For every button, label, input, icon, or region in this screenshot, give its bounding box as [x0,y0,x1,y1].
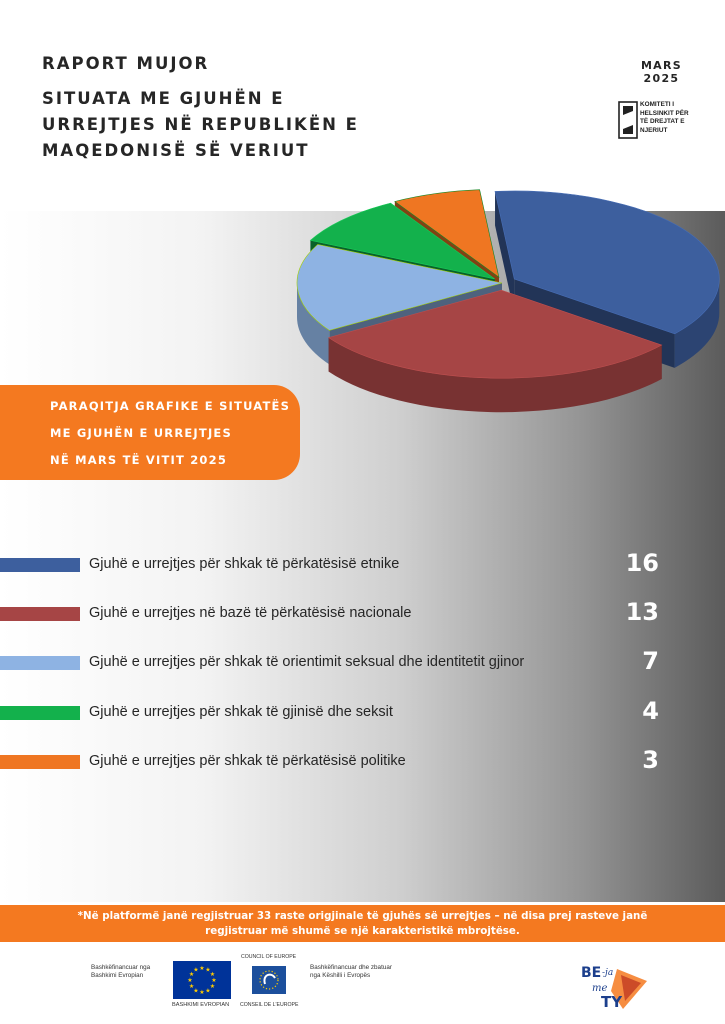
legend-value: 4 [642,697,659,725]
footnote-line: *Në platformë janë regjistruar 33 raste … [77,910,648,922]
report-title: RAPORT MUJOR [42,54,210,73]
legend-swatch [0,755,80,769]
coe-bottom-caption: CONSEIL DE L'EUROPE [240,1002,299,1008]
ty-text: TY [601,993,623,1011]
pie-slice-top [494,190,720,335]
helsinki-committee-logo [618,101,638,139]
report-month: MARS [640,59,682,72]
pie-slice-top [296,244,503,331]
legend-swatch [0,607,80,621]
pie-slice [327,289,663,413]
eu-stars: ★ ★★ ★★★ ★★★ ★★★ [187,965,216,996]
legend-item: Gjuhë e urrejtjes në bazë të përkatësisë… [0,598,725,629]
org-name-line: KOMITETI I [640,101,675,108]
svg-text:★: ★ [211,977,216,984]
eu-funding-line: Bashkëfinancuar nga [91,964,151,971]
legend-label: Gjuhë e urrejtjes për shkak të gjinisë d… [89,704,393,720]
pie-slice-wall [674,279,720,368]
legend-swatch [0,656,80,670]
banner-line: NË MARS TË VITIT 2025 [50,453,228,467]
org-name-line: HELSINKIT PËR [640,109,689,117]
svg-text:★: ★ [205,987,210,994]
be-ja-me-ty-logo: BE -ja me TY [581,965,647,1011]
pie-slice-side [495,191,515,314]
legend-label: Gjuhë e urrejtjes në bazë të përkatësisë… [89,605,412,621]
report-subtitle: SITUATA ME GJUHËN E URREJTJES NË REPUBLI… [42,89,359,160]
pie-slice-wall [328,337,662,413]
svg-text:★: ★ [193,967,198,974]
council-of-europe-logo [252,966,286,994]
legend-value: 16 [625,549,659,577]
org-name-line: TË DREJTAT E [640,118,685,126]
report-date: MARS 2025 [640,59,682,85]
svg-text:★: ★ [210,971,215,978]
footnote-line: regjistruar më shumë se një karakteristi… [205,925,520,937]
pie-slice-wall [297,283,330,365]
legend-value: 13 [625,598,659,626]
legend-label: Gjuhë e urrejtjes për shkak të përkatësi… [89,556,400,572]
ja-text: -ja [602,968,613,978]
legend-swatch [0,706,80,720]
legend-item: Gjuhë e urrejtjes për shkak të orientimi… [0,647,725,678]
legend-item: Gjuhë e urrejtjes për shkak të përkatësi… [0,549,725,580]
legend-value: 3 [642,746,659,774]
eu-funding-line: Bashkimi Evropian [91,971,144,979]
svg-text:★: ★ [193,987,198,994]
eu-flag-icon: ★ ★ ★ ★ ★ ★ ★ ★ ★ ★ ★ ★ [173,961,231,999]
be-text: BE [581,965,601,981]
me-text: me [592,983,607,994]
chart-caption-banner: PARAQITJA GRAFIKE E SITUATËS ME GJUHËN E… [0,385,300,480]
svg-text:★: ★ [210,983,215,990]
legend-item: Gjuhë e urrejtjes për shkak të gjinisë d… [0,697,725,728]
legend-swatch [0,558,80,572]
pie-slice-top [309,202,495,280]
svg-text:★: ★ [199,989,204,996]
eu-caption: BASHKIMI EVROPIAN [172,1002,230,1008]
banner-line: ME GJUHËN E URREJTJES [50,426,232,440]
eu-funding-text: Bashkëfinancuar nga Bashkimi Evropian [91,964,150,979]
org-name: KOMITETI I HELSINKIT PËR TË DREJTAT E NJ… [640,101,690,135]
pie-slice-top [327,289,663,379]
footnote: *Në platformë janë regjistruar 33 raste … [0,905,725,942]
coe-funding-text: Bashkëfinancuar dhe zbatuar nga Këshilli… [310,964,392,979]
legend-label: Gjuhë e urrejtjes për shkak të përkatësi… [89,753,406,769]
svg-text:★: ★ [187,977,192,984]
banner-line: PARAQITJA GRAFIKE E SITUATËS [50,399,291,413]
org-name-line: NJERIUT [640,126,668,134]
pie-slice-top [394,189,500,279]
coe-top-caption: COUNCIL OF EUROPE [241,954,297,960]
svg-text:★: ★ [189,983,194,990]
coe-funding-line: nga Këshilli i Evropës [310,971,371,979]
legend-label: Gjuhë e urrejtjes për shkak të orientimi… [89,654,525,670]
svg-text:★: ★ [199,965,204,972]
svg-text:★: ★ [205,967,210,974]
report-year: 2025 [643,71,680,85]
legend-value: 7 [642,647,659,675]
coe-funding-line: Bashkëfinancuar dhe zbatuar [310,964,392,971]
legend-item: Gjuhë e urrejtjes për shkak të përkatësi… [0,746,725,777]
pie-chart [296,189,720,413]
svg-text:★: ★ [189,971,194,978]
